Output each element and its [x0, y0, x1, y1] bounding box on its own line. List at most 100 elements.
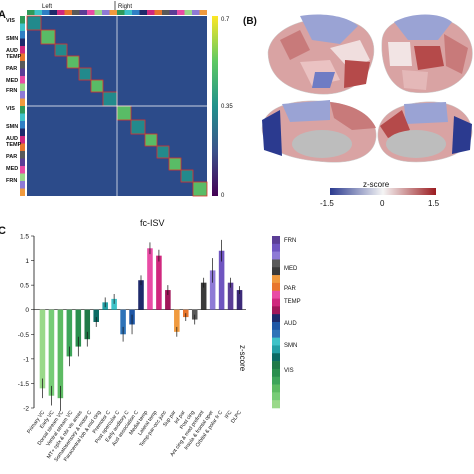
legend-color-segment [272, 251, 280, 260]
matrix-side-color-segment [20, 106, 25, 114]
matrix-side-color-segment [20, 76, 25, 84]
bar [227, 282, 234, 310]
matrix-network-color-bar-side [20, 16, 25, 196]
matrix-top-color-segment [184, 10, 192, 15]
brain-colorbar-title: z-score [363, 180, 390, 189]
matrix-top-color-segment [87, 10, 95, 15]
matrix-diagonal-block [79, 68, 91, 80]
matrix-colorbar-tick-max: 0.7 [221, 17, 230, 23]
panel-c-label: C [0, 225, 6, 237]
matrix-network-label-left: VIS [6, 18, 15, 24]
matrix-side-color-segment [20, 23, 25, 31]
legend-color-segment [272, 314, 280, 323]
matrix-top-color-segment [192, 10, 200, 15]
bar [48, 309, 55, 396]
legend-color-segment [272, 236, 280, 245]
panel-a-label: A [0, 9, 6, 21]
matrix-diagonal-block [55, 44, 67, 56]
bar [209, 270, 216, 310]
matrix-network-labels: VISSMNAUDTEMPPARMEDFRNVISSMNAUDTEMPPARME… [6, 18, 22, 184]
legend-network-label: SMN [284, 343, 297, 349]
matrix-diagonal-block [145, 134, 157, 146]
matrix-block-outline [130, 119, 146, 135]
matrix-diagonal-block [41, 30, 55, 44]
matrix-side-color-segment [20, 128, 25, 136]
matrix-network-label-right: MED [6, 166, 18, 172]
matrix-colorbar-tick-min: 0 [221, 193, 225, 199]
matrix-side-color-segment [20, 16, 25, 24]
matrix-network-label-left: PAR [6, 66, 17, 72]
bar [120, 309, 126, 335]
matrix-diagonal-block [103, 92, 117, 106]
matrix-diagonal-block [131, 120, 145, 134]
matrix-top-color-segment [27, 10, 35, 15]
matrix-diagonal-block [67, 56, 79, 68]
matrix-network-label-left: FRN [6, 88, 17, 94]
matrix-top-color-segment [162, 10, 170, 15]
y-tick-label: 1 [25, 258, 29, 265]
legend-network-label: MED [284, 266, 298, 272]
panel-b-label: (B) [243, 16, 257, 27]
matrix-side-color-segment [20, 136, 25, 144]
matrix-top-color-segment [117, 10, 125, 15]
matrix-top-color-segment [199, 10, 207, 15]
legend-color-segment [272, 306, 280, 315]
matrix-side-color-segment [20, 46, 25, 54]
matrix-side-color-segment [20, 151, 25, 159]
matrix-diagonal-block [193, 182, 207, 196]
legend-color-segment [272, 384, 280, 393]
matrix-side-color-segment [20, 173, 25, 181]
matrix-diagonal-block [91, 80, 103, 92]
legend-color-segment [272, 275, 280, 284]
matrix-side-color-segment [20, 181, 25, 189]
y-tick-label: -2 [23, 406, 29, 413]
matrix-side-color-segment [20, 143, 25, 151]
matrix-block-outline [144, 133, 158, 147]
matrix-network-label-left: MED [6, 78, 18, 84]
y-tick-label: 0 [25, 307, 29, 314]
brain-left-medial [261, 100, 377, 163]
legend-color-segment [272, 337, 280, 346]
matrix-top-color-segment [94, 10, 102, 15]
matrix-side-color-segment [20, 68, 25, 76]
bar [156, 255, 162, 310]
matrix-side-color-segment [20, 31, 25, 39]
legend-color-segment [272, 345, 280, 354]
legend-color-segment [272, 243, 280, 252]
brain-colorbar-tick-high: 1.5 [428, 199, 440, 208]
matrix-side-color-segment [20, 113, 25, 121]
legend-color-segment [272, 361, 280, 370]
matrix-top-color-segment [154, 10, 162, 15]
bar [165, 290, 171, 310]
matrix-block-outline [168, 157, 182, 171]
matrix-network-label-right: AUD [6, 136, 18, 142]
matrix-top-color-segment [49, 10, 57, 15]
matrix-side-color-segment [20, 121, 25, 129]
matrix-side-color-segment [20, 53, 25, 61]
x-tick-label: IFC [224, 410, 234, 420]
matrix-block-outline [78, 67, 92, 81]
brain-right-medial [377, 101, 473, 163]
matrix-top-color-segment [34, 10, 42, 15]
bar [174, 309, 180, 332]
legend-network-label: FRN [284, 238, 296, 244]
legend-color-segment [272, 353, 280, 362]
matrix-colorbar-tick-mid: 0.35 [221, 104, 233, 110]
bar [138, 280, 144, 310]
matrix-side-color-segment [20, 38, 25, 46]
matrix-top-color-segment [42, 10, 50, 15]
x-tick-label: DLPC [230, 410, 243, 425]
matrix-diagonal-block [169, 158, 181, 170]
matrix-block-outline [66, 55, 80, 69]
matrix-block-outline [180, 169, 194, 183]
matrix-side-color-segment [20, 158, 25, 166]
matrix-network-color-bar-top [27, 10, 207, 15]
matrix-network-label-right: PAR [6, 154, 17, 160]
matrix-blocks [26, 1, 208, 197]
panel-b: (B) [243, 14, 473, 208]
matrix-top-color-segment [124, 10, 132, 15]
matrix-network-label-right: FRN [6, 178, 17, 184]
